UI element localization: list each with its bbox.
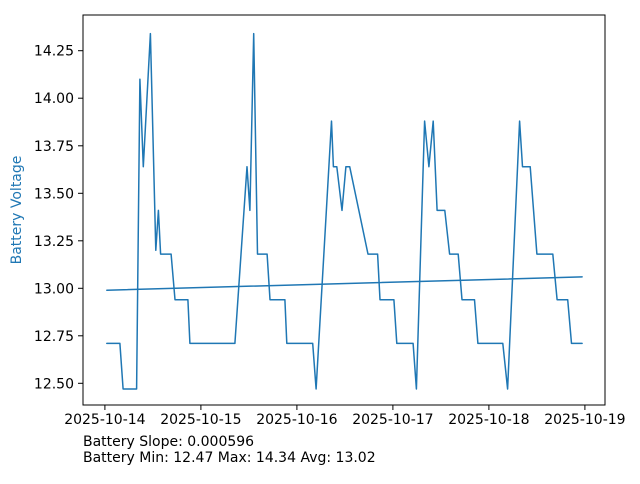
y-tick-label: 13.50	[34, 186, 74, 202]
y-tick-label: 13.00	[34, 281, 74, 297]
x-axis-ticks: 2025-10-14 2025-10-15 2025-10-16 2025-10-17…	[64, 405, 626, 428]
y-tick-label: 14.25	[34, 44, 74, 60]
x-tick-label: 2025-10-16	[256, 412, 337, 428]
y-tick-label: 12.75	[34, 329, 74, 345]
y-axis-ticks: 12.50 12.75 13.00 13.25 13.50 13.75 14.00 14.25	[34, 44, 83, 392]
y-axis-label: Battery Voltage	[9, 156, 25, 265]
annotation-slope: Battery Slope: 0.000596	[83, 434, 254, 450]
x-tick-label: 2025-10-18	[448, 412, 529, 428]
y-tick-label: 12.50	[34, 376, 74, 392]
trend-line	[106, 276, 583, 291]
annotation-stats: Battery Min: 12.47 Max: 14.34 Avg: 13.02	[83, 450, 376, 466]
y-tick-label: 13.25	[34, 234, 74, 250]
x-tick-label: 2025-10-15	[160, 412, 241, 428]
y-tick-label: 13.75	[34, 139, 74, 155]
plot-border	[82, 14, 606, 406]
x-tick-label: 2025-10-14	[64, 412, 145, 428]
x-tick-label: 2025-10-19	[544, 412, 625, 428]
y-tick-label: 14.00	[34, 91, 74, 107]
battery-voltage-line	[106, 32, 583, 390]
x-tick-label: 2025-10-17	[352, 412, 433, 428]
